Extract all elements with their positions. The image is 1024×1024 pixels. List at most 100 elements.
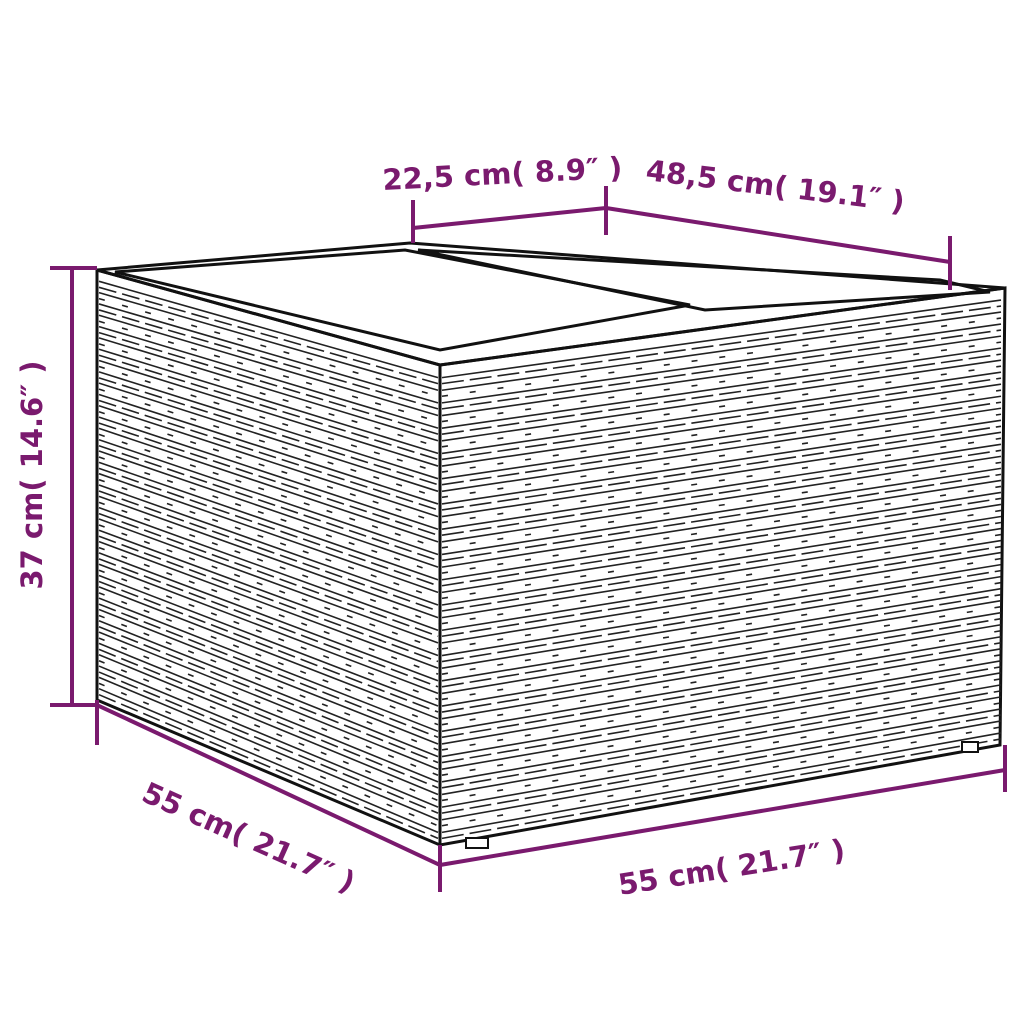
weave-line — [98, 444, 439, 562]
weave-line — [441, 654, 1002, 751]
weave-line — [98, 467, 439, 587]
weave-line — [98, 687, 439, 834]
weave-line — [98, 671, 439, 814]
label-top-section-width: 22,5 cm( 8.9″ ) — [382, 150, 624, 197]
weave-line — [98, 291, 439, 392]
weave-line — [441, 347, 1002, 429]
weave-line — [441, 629, 1002, 726]
weave-line — [98, 518, 439, 644]
weave-line — [441, 299, 1002, 379]
weave-line — [98, 405, 439, 518]
weave-line — [441, 317, 1002, 398]
weave-line — [98, 490, 439, 612]
weave-line — [441, 509, 1002, 600]
weave-line — [98, 422, 439, 536]
weave-line — [441, 732, 1002, 834]
weave-line — [98, 506, 439, 632]
weave-line — [441, 611, 1002, 707]
weave-line — [441, 449, 1002, 537]
label-front-width: 55 cm( 21.7″ ) — [616, 832, 848, 901]
foot-right — [961, 741, 979, 753]
dim-line-front-width — [439, 768, 1006, 867]
weave-line — [441, 383, 1002, 467]
weave-line — [98, 416, 439, 530]
weave-line — [441, 666, 1002, 764]
weave-line — [98, 309, 439, 410]
weave-line — [441, 587, 1002, 682]
weave-line — [98, 393, 439, 505]
weave-line — [98, 438, 439, 556]
weave-line — [98, 495, 439, 619]
weave-line — [441, 605, 1002, 701]
weave-line — [98, 484, 439, 606]
glass-panel-left — [114, 248, 691, 352]
weave-line — [98, 608, 439, 745]
weave-line — [98, 427, 439, 543]
weave-line — [98, 286, 439, 385]
weave-line — [441, 491, 1002, 581]
weave-line — [441, 497, 1002, 587]
weave-line — [441, 335, 1002, 417]
weave-line — [98, 359, 439, 467]
weave-line — [98, 450, 439, 568]
weave-line — [98, 574, 439, 707]
weave-line — [98, 665, 439, 808]
weave-line — [441, 401, 1002, 486]
weave-line — [441, 395, 1002, 480]
weave-line — [98, 280, 439, 379]
weave-line — [98, 382, 439, 493]
weave-line — [98, 558, 439, 688]
weave-line — [441, 714, 1002, 814]
weave-line — [441, 527, 1002, 619]
weave-line — [441, 557, 1002, 650]
weave-line — [441, 623, 1002, 720]
foot-front — [465, 837, 489, 849]
weave-line — [98, 297, 439, 398]
weave-line — [441, 323, 1002, 404]
dim-line-top-section — [412, 206, 607, 230]
weave-line — [98, 620, 439, 758]
weave-line — [98, 331, 439, 435]
weave-line — [441, 575, 1002, 669]
weave-line — [441, 648, 1002, 745]
weave-line — [441, 365, 1002, 448]
weave-line — [441, 371, 1002, 455]
weave-line — [98, 648, 439, 789]
weave-line — [441, 425, 1002, 511]
weave-line — [98, 626, 439, 764]
weave-line — [441, 521, 1002, 612]
weave-line — [98, 563, 439, 695]
weave-line — [441, 539, 1002, 632]
weave-line — [441, 684, 1002, 783]
weave-line — [98, 580, 439, 713]
weave-line — [441, 485, 1002, 574]
weave-line — [441, 359, 1002, 442]
front-face — [438, 286, 1007, 847]
weave-line — [441, 720, 1002, 821]
weave-line — [441, 617, 1002, 713]
weave-line — [441, 467, 1002, 556]
weave-line — [98, 529, 439, 657]
weave-line — [98, 314, 439, 417]
weave-line — [98, 348, 439, 455]
dim-line-top-depth — [605, 206, 951, 264]
weave-line — [441, 738, 1002, 840]
weave-line — [98, 461, 439, 581]
weave-line — [441, 431, 1002, 518]
glass-panel-right — [417, 248, 991, 312]
weave-line — [98, 693, 439, 840]
weave-line — [441, 551, 1002, 644]
weave-line — [441, 455, 1002, 543]
weave-line — [98, 676, 439, 821]
weave-line — [98, 354, 439, 461]
weave-line — [441, 503, 1002, 594]
weave-line — [98, 597, 439, 733]
weave-line — [441, 635, 1002, 733]
weave-line — [98, 399, 439, 511]
weave-line — [441, 702, 1002, 802]
weave-line — [441, 461, 1002, 549]
dim-line-left-depth — [96, 703, 441, 867]
weave-line — [441, 437, 1002, 524]
